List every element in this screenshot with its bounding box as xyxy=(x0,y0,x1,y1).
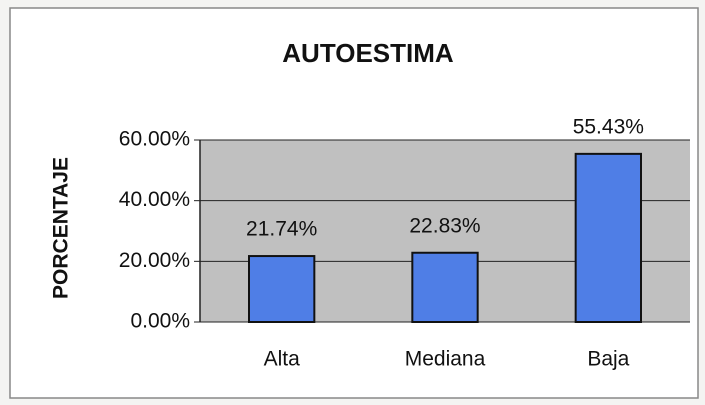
chart-title: AUTOESTIMA xyxy=(282,38,454,68)
x-tick-label: Mediana xyxy=(405,348,486,371)
x-tick-label: Alta xyxy=(264,348,301,371)
x-tick-label: Baja xyxy=(587,348,629,371)
y-tick-label: 0.00% xyxy=(130,310,190,333)
data-label: 55.43% xyxy=(573,115,644,138)
bar xyxy=(411,251,479,323)
bar xyxy=(248,255,316,323)
y-tick-label: 20.00% xyxy=(119,249,190,272)
data-label: 21.74% xyxy=(246,218,317,241)
data-label: 22.83% xyxy=(409,214,480,237)
y-tick-label: 40.00% xyxy=(119,188,190,211)
bar xyxy=(574,152,643,323)
y-axis-label: PORCENTAJE xyxy=(50,157,73,299)
y-tick-label: 60.00% xyxy=(119,128,190,151)
